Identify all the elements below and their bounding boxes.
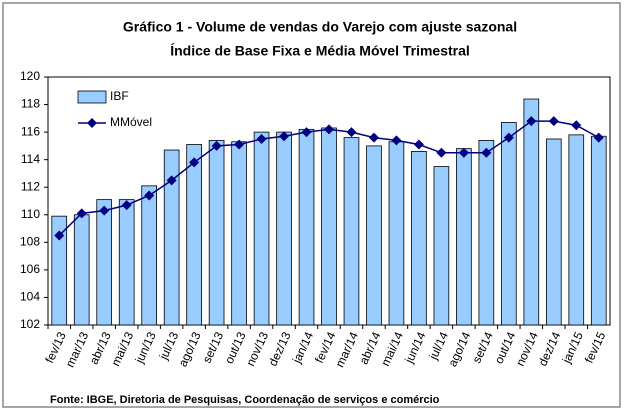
legend-label: MMóvel [110,115,152,129]
bar [523,98,540,326]
line-marker [458,147,469,158]
bar [321,127,337,326]
bar [298,128,315,326]
y-tick-label: 110 [21,207,40,221]
bar [51,215,68,326]
bar [141,185,157,326]
line-marker [481,147,492,158]
source-note: Fonte: IBGE, Diretoria de Pesquisas, Coo… [50,394,440,406]
y-tick-label: 108 [20,235,40,249]
line-marker [503,132,514,143]
line-marker [76,208,87,219]
legend-label: IBF [110,89,129,103]
line-marker [234,139,245,150]
bar [411,150,427,326]
line-marker [391,135,402,146]
bar [253,131,270,326]
legend-marker [87,118,97,128]
line-marker [121,200,132,211]
line-marker [211,140,222,151]
line-marker [144,190,155,201]
line-marker [54,230,65,241]
y-tick-label: 118 [21,97,40,111]
y-tick-label: 116 [21,124,40,138]
bar [545,138,562,326]
line-marker [324,124,334,135]
bar [343,137,360,326]
line-marker [166,175,177,186]
bar [456,148,472,326]
line-marker [256,134,267,144]
legend-swatch [77,90,107,104]
line-marker [593,132,604,143]
y-tick-label: 114 [21,152,40,166]
line-marker [99,205,110,216]
y-tick-label: 106 [20,262,40,276]
bar [118,199,135,326]
bar [478,139,495,326]
chart-title: Gráfico 1 - Volume de vendas do Varejo c… [123,19,517,35]
bar [590,135,607,326]
bar [73,214,90,326]
line-marker [346,127,357,138]
y-tick-label: 102 [20,317,40,331]
line-marker [571,120,582,131]
line-marker [279,131,290,142]
bar [433,166,450,326]
bar [231,141,247,326]
y-tick-label: 120 [20,69,40,83]
line-marker [368,132,379,143]
line-marker [526,116,537,127]
bar [186,144,202,326]
bar [388,141,405,326]
line-marker [413,139,424,150]
chart-subtitle: Índice de Base Fixa e Média Móvel Trimes… [170,43,470,59]
bar [208,139,225,326]
line-marker [189,157,200,168]
bar [276,131,292,326]
bar [96,199,113,326]
bar [366,145,382,326]
y-tick-label: 112 [21,179,40,193]
line-marker [548,116,559,127]
line-marker [301,127,312,138]
bar [568,134,585,326]
line-marker [436,147,447,158]
bar [501,122,517,326]
bar [163,149,180,326]
y-tick-label: 104 [20,290,40,304]
